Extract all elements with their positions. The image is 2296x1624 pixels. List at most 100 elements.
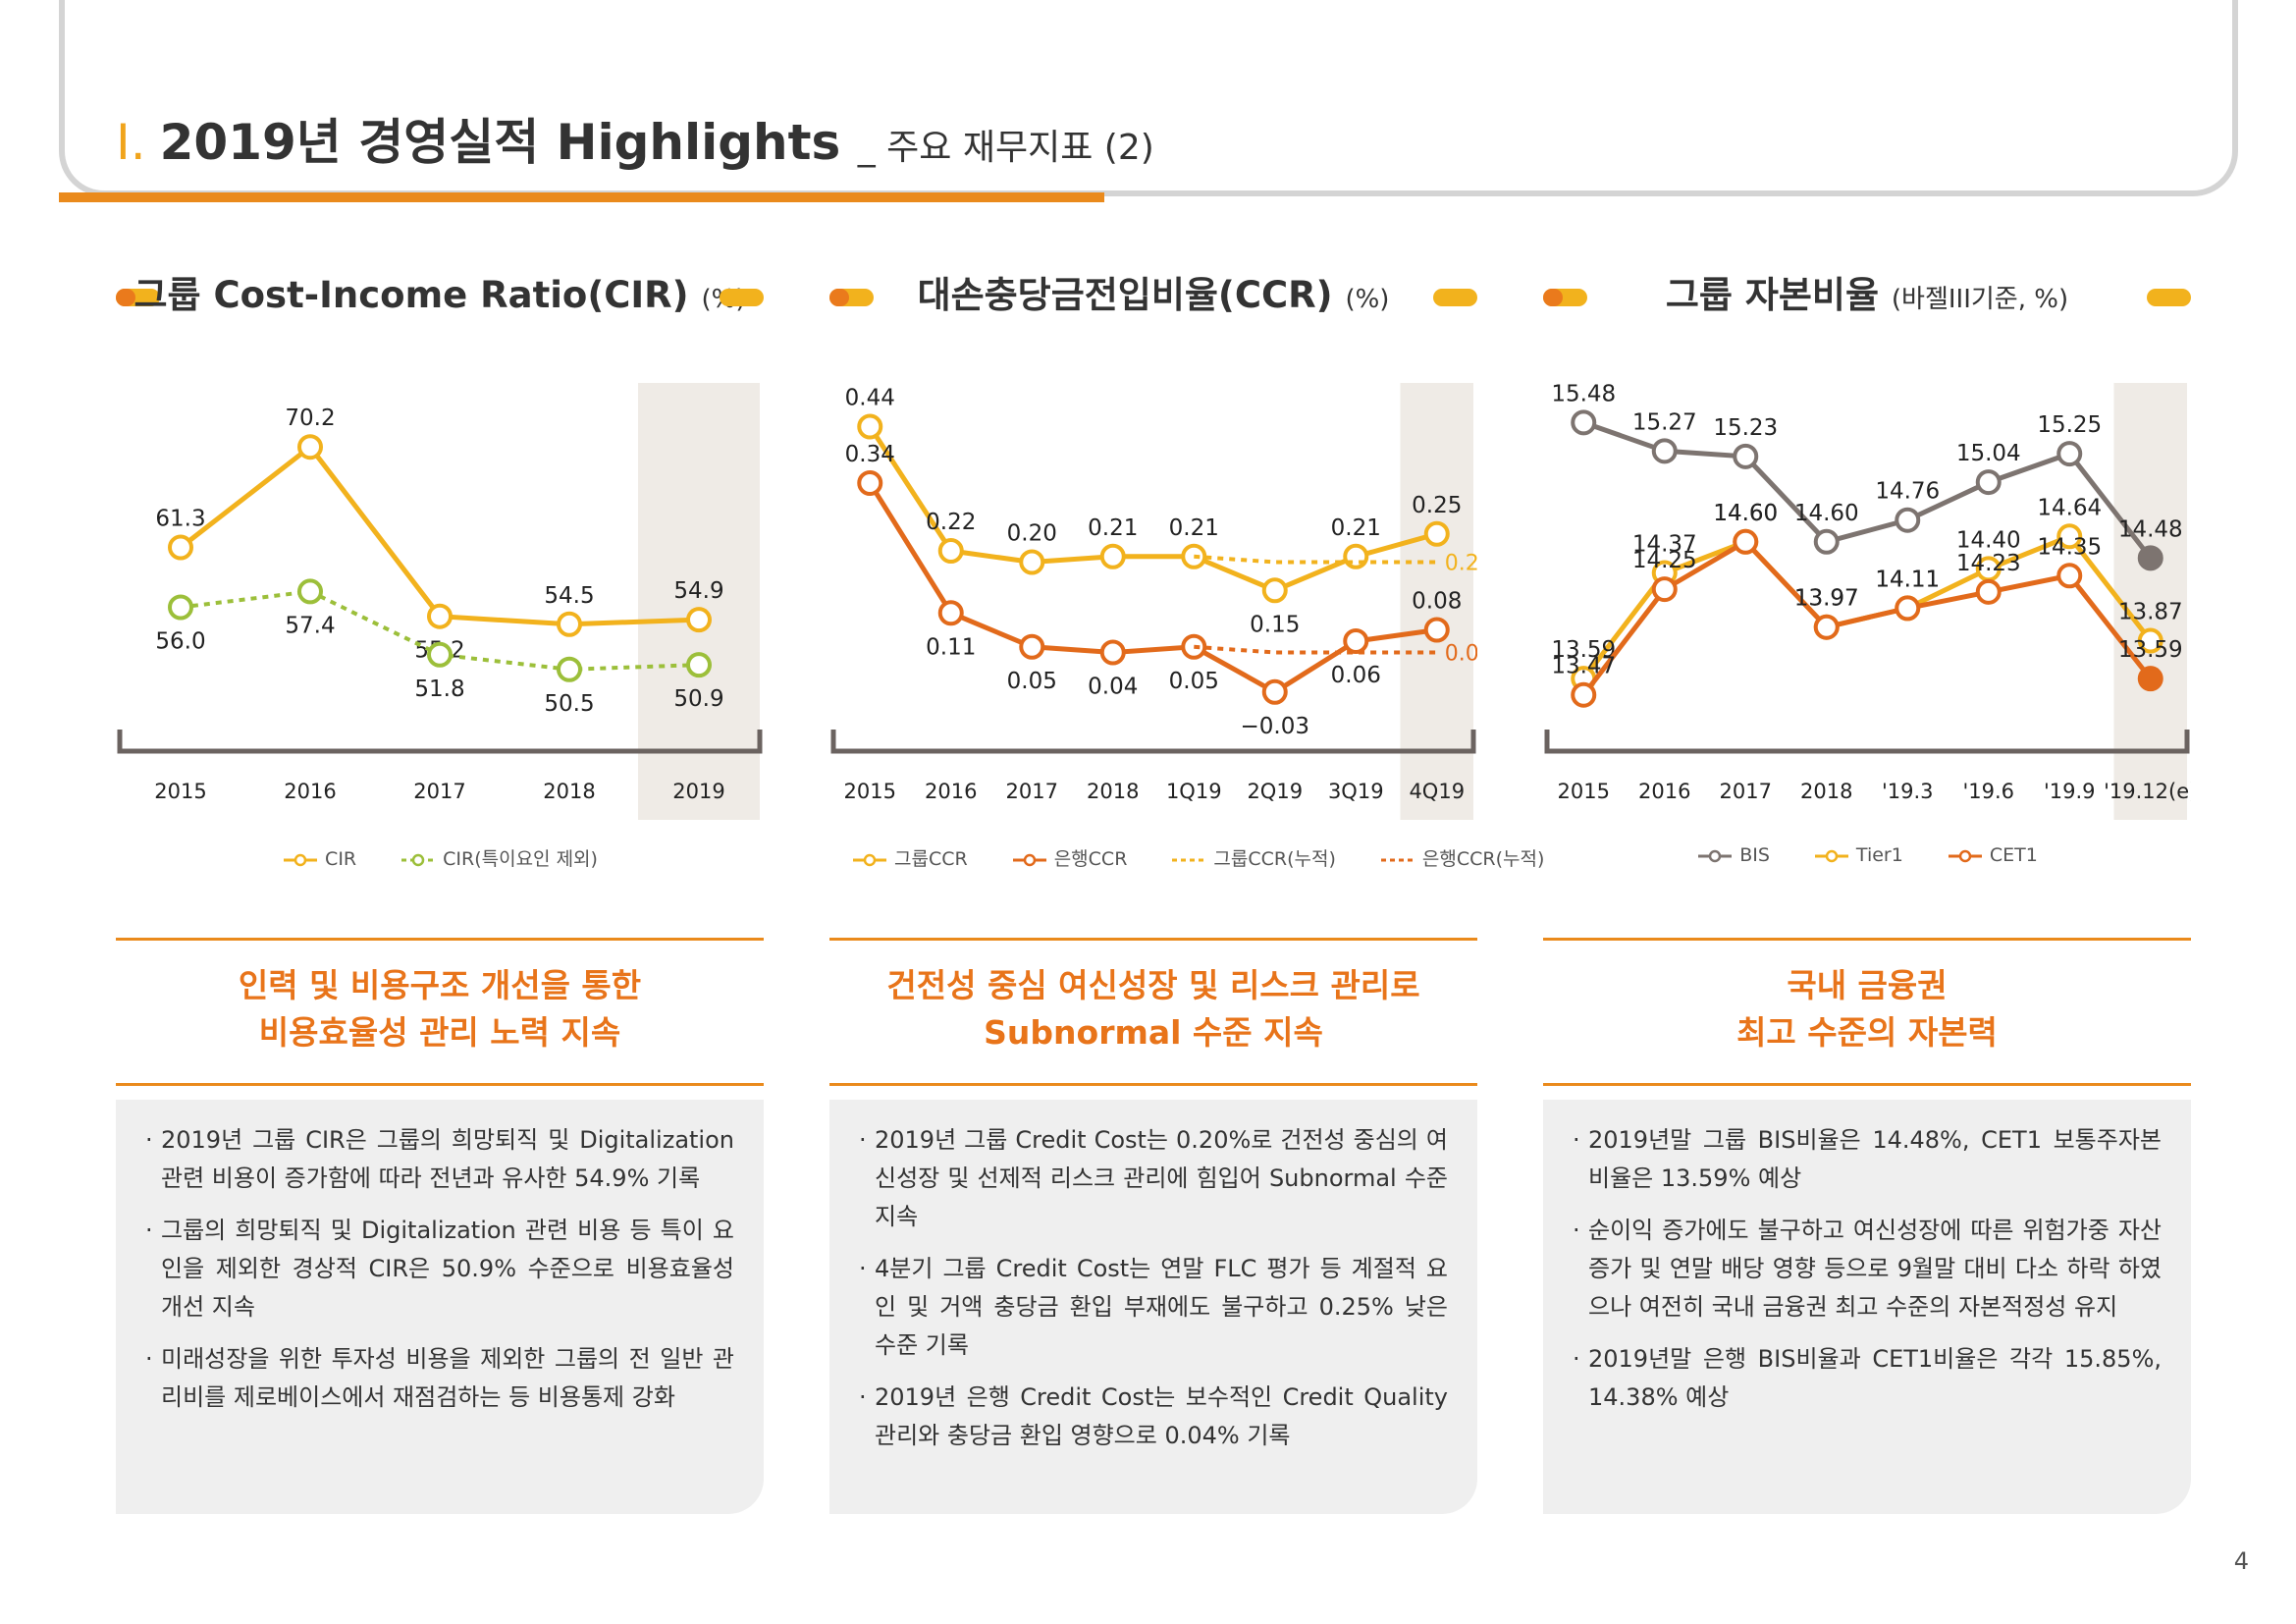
- data-point: [686, 652, 712, 678]
- data-label: 14.48: [2118, 516, 2183, 542]
- bullet-item: 2019년말 그룹 BIS비율은 14.48%, CET1 보통주자본 비율은 …: [1573, 1121, 2162, 1198]
- data-label: 70.2: [285, 406, 335, 431]
- x-tick-label: 2017: [1720, 780, 1772, 803]
- data-label: 13.87: [2118, 600, 2183, 625]
- legend-marker: [863, 853, 877, 866]
- legend-item: BIS: [1696, 844, 1770, 866]
- key-message: 국내 금융권 최고 수준의 자본력: [1543, 938, 2191, 1086]
- data-point: [1019, 633, 1045, 660]
- section-title-text: 그룹 Cost-Income Ratio(CIR): [133, 274, 689, 316]
- data-label: 0.25: [1412, 493, 1462, 518]
- data-point: [427, 603, 453, 629]
- data-point: [297, 578, 323, 605]
- data-point: [1181, 543, 1207, 569]
- data-label: 57.4: [285, 613, 335, 638]
- legend-label: CIR(특이요인 제외): [443, 848, 598, 870]
- data-point: [937, 600, 964, 626]
- panel-capital-ratio: 그룹 자본비율 (바젤III기준, %) 2015 2016 2017 2018 '19…: [1543, 265, 2191, 1532]
- data-point: [857, 413, 883, 440]
- pill-decoration-right: [1433, 289, 1477, 306]
- x-tick-label: '19.6: [1962, 780, 2014, 803]
- data-label: 50.9: [673, 686, 723, 712]
- data-label: 15.48: [1551, 381, 1616, 406]
- x-tick-label: 2017: [1006, 780, 1058, 803]
- legend-label: 은행CCR(누적): [1421, 848, 1545, 870]
- legend-label: 그룹CCR(누적): [1213, 848, 1336, 870]
- data-point: [168, 534, 193, 561]
- header-frame: [59, 0, 2238, 196]
- data-label: 14.11: [1875, 567, 1940, 592]
- legend-swatch: [1948, 849, 1982, 862]
- data-label: 0.22: [926, 510, 976, 535]
- data-label: 15.27: [1632, 409, 1697, 435]
- data-label: 15.25: [2037, 412, 2102, 438]
- section-title-unit: (%): [1345, 285, 1390, 314]
- data-label: 15.04: [1956, 441, 2021, 466]
- data-label: 54.9: [673, 578, 723, 604]
- data-label: 0.04: [1088, 675, 1138, 700]
- data-label: 0.34: [845, 442, 895, 467]
- x-tick-label: 2016: [284, 780, 336, 803]
- data-point: [1181, 633, 1207, 660]
- bullet-item: 2019년 그룹 Credit Cost는 0.20%로 건전성 중심의 여신성…: [859, 1121, 1448, 1236]
- x-tick-label: 2Q19: [1247, 780, 1303, 803]
- data-label: 14.76: [1875, 479, 1940, 505]
- end-label: 0.20: [1445, 552, 1477, 576]
- data-label: 13.47: [1551, 654, 1616, 679]
- highlight-band: [1400, 383, 1473, 820]
- key-message-line-1: 인력 및 비용구조 개선을 통한: [238, 966, 642, 1004]
- legend-label: CET1: [1989, 844, 2038, 866]
- data-label: 0.11: [926, 634, 976, 660]
- data-point: [168, 594, 193, 621]
- bullet-item: 2019년 그룹 CIR은 그룹의 희망퇴직 및 Digitalization …: [145, 1121, 734, 1198]
- series-line: [868, 425, 1438, 594]
- capital-ratio-chart: 2015 2016 2017 2018 '19.3 '19.6 '19.9 '19.12(e)…: [1543, 353, 2191, 825]
- cir-chart: 2015201620172018201961.370.255.254.554.9…: [116, 353, 764, 825]
- chart-legend: CIR CIR(특이요인 제외): [116, 844, 764, 874]
- bullet-item: 순이익 증가에도 불구하고 여신성장에 따른 위험가중 자산 증가 및 연말 배…: [1573, 1212, 2162, 1326]
- pill-decoration-left: [829, 289, 874, 306]
- section-title-bar: 그룹 자본비율 (바젤III기준, %): [1543, 265, 2191, 330]
- pill-decoration-right: [2147, 289, 2191, 306]
- x-tick-label: 3Q19: [1328, 780, 1384, 803]
- x-tick-label: '19.3: [1882, 780, 1934, 803]
- x-tick-label: 2016: [925, 780, 977, 803]
- section-title-bar: 대손충당금전입비율(CCR) (%): [829, 265, 1477, 330]
- data-point: [1651, 438, 1678, 464]
- title-main: 2019년 경영실적 Highlights: [159, 114, 841, 171]
- cir-chart-svg: 2015201620172018201961.370.255.254.554.9…: [117, 383, 763, 820]
- legend-swatch: [1172, 858, 1206, 861]
- data-label: 14.35: [2037, 534, 2102, 560]
- data-point: [1099, 639, 1126, 666]
- bullet-item: 2019년 은행 Credit Cost는 보수적인 Credit Qualit…: [859, 1379, 1448, 1455]
- data-label: 0.08: [1412, 589, 1462, 615]
- data-point: [557, 611, 582, 637]
- legend-label: BIS: [1739, 844, 1770, 866]
- legend-swatch: [1012, 853, 1046, 866]
- data-point: [1261, 577, 1288, 604]
- section-title-bar: 그룹 Cost-Income Ratio(CIR) (%): [116, 265, 764, 330]
- chart-legend: 그룹CCR 은행CCR 그룹CCR(누적) 은행CCR(누적): [829, 844, 1544, 874]
- data-label: 13.59: [1551, 637, 1616, 663]
- data-label: 13.97: [1794, 586, 1859, 612]
- data-label: 0.21: [1088, 515, 1138, 541]
- key-message-line-1: 국내 금융권: [1787, 966, 1948, 1004]
- bullet-item: 2019년말 은행 BIS비율과 CET1비율은 각각 15.85%, 14.3…: [1573, 1340, 2162, 1417]
- data-point: [2137, 627, 2163, 654]
- data-point: [1651, 576, 1678, 603]
- series-line: [1194, 644, 1437, 655]
- data-point: [2056, 563, 2083, 589]
- ccr-chart-svg: 2015 2016 2017 2018 1Q19 2Q19 3Q19 4Q19 0.44 0.22…: [830, 383, 1477, 820]
- legend-marker: [1023, 853, 1036, 866]
- data-point: [686, 607, 712, 633]
- legend-label: CIR: [325, 848, 357, 870]
- bullet-box: 2019년 그룹 Credit Cost는 0.20%로 건전성 중심의 여신성…: [829, 1100, 1477, 1514]
- x-tick-label: 2018: [1800, 780, 1852, 803]
- data-point: [1423, 617, 1450, 643]
- section-title: 대손충당금전입비율(CCR) (%): [829, 265, 1477, 318]
- data-point: [937, 538, 964, 564]
- x-tick-label: 2018: [1087, 780, 1139, 803]
- x-tick-label: 2015: [844, 780, 896, 803]
- pill-decoration-left: [116, 289, 160, 306]
- bullet-item: 4분기 그룹 Credit Cost는 연말 FLC 평가 등 계절적 요인 및…: [859, 1250, 1448, 1365]
